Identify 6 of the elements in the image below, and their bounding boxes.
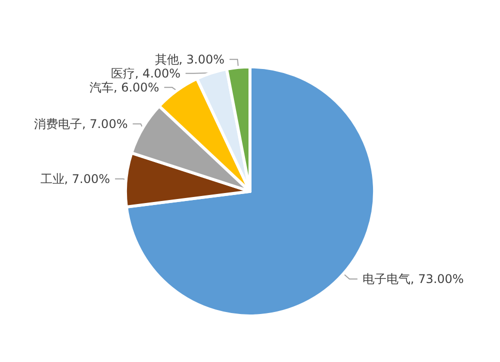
slice-label: 电子电气, 73.00% (362, 272, 464, 286)
slice-label: 其他, 3.00% (154, 52, 225, 66)
slice-label: 医疗, 4.00% (110, 66, 181, 80)
slice-label: 汽车, 6.00% (89, 80, 160, 94)
slice-label: 工业, 7.00% (40, 172, 110, 186)
slice-label: 消费电子, 7.00% (34, 116, 128, 131)
